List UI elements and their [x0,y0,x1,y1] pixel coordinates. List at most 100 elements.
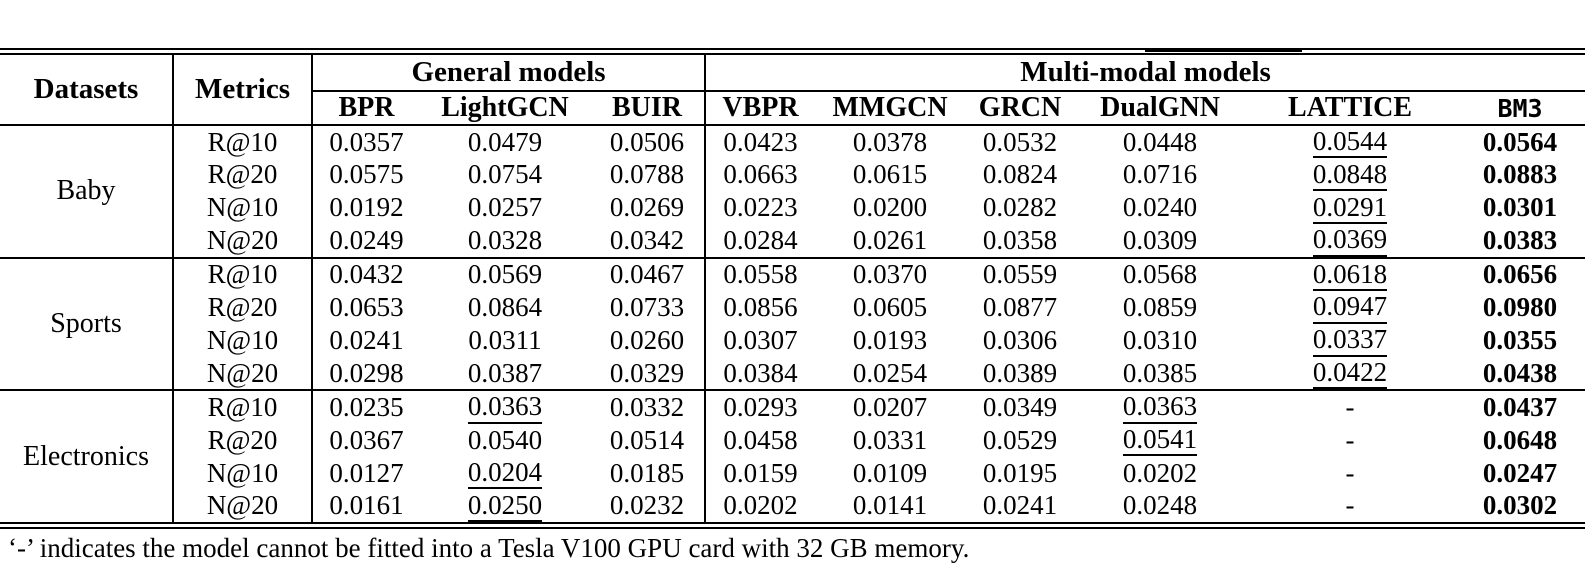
value: 0.0514 [609,424,685,455]
value-cell: 0.0248 [1075,490,1245,523]
value-cell: 0.0200 [815,191,965,224]
value: 0.0389 [982,357,1058,388]
value-cell: 0.0532 [965,125,1075,158]
value: 0.0342 [609,225,685,256]
value-cell: 0.0432 [312,258,420,291]
value-cell: 0.0558 [705,258,815,291]
second-best-value: 0.0337 [1312,325,1388,357]
second-best-value: 0.0544 [1312,127,1388,159]
value: 0.0653 [329,292,404,323]
value-cell: 0.0355 [1455,324,1585,357]
value-cell: 0.0653 [312,291,420,324]
model-header-buir: BUIR [590,91,707,126]
value: 0.0235 [329,392,404,423]
model-header-lightgcn: LightGCN [420,91,590,126]
value-cell: 0.0247 [1455,457,1585,490]
value-cell: 0.0249 [312,224,420,257]
value-cell: 0.0284 [705,224,815,257]
value-cell: 0.0349 [965,390,1075,423]
table-row: N@10 0.0241 0.0311 0.0260 0.0307 0.0193 0.0306… [0,324,1585,358]
value-cell: 0.0423 [705,125,815,158]
value: 0.0254 [852,357,928,388]
value-cell: 0.0568 [1075,258,1245,291]
value: 0.0311 [468,325,542,356]
best-value: 0.0383 [1482,225,1558,256]
value-cell: 0.0307 [705,324,815,357]
model-header-lattice: LATTICE [1245,91,1456,126]
value-cell: 0.0389 [965,357,1075,390]
metric-label: R@20 [173,158,313,192]
value: 0.0282 [982,192,1058,223]
value-cell: 0.0358 [965,224,1075,257]
value-cell: 0.0618 [1245,258,1455,292]
value-cell: 0.0269 [590,191,707,225]
value-cell: 0.0529 [965,424,1075,457]
value-cell: 0.0458 [705,424,815,457]
best-value: 0.0355 [1482,325,1558,356]
value: 0.0448 [1122,126,1198,157]
value-cell: 0.0541 [1075,424,1245,457]
best-value: 0.0883 [1482,159,1558,190]
value: 0.0859 [1122,292,1198,323]
best-value: 0.0247 [1482,457,1558,488]
value: 0.0458 [723,424,798,455]
metric-label: N@20 [173,489,313,524]
value-cell: 0.0241 [965,490,1075,523]
value: 0.0378 [852,126,928,157]
dataset-label-baby: Baby [0,125,174,258]
value: 0.0569 [467,259,543,290]
second-best-value: 0.0204 [467,458,543,490]
value-cell: 0.0332 [590,390,707,424]
value-cell: 0.0261 [815,224,965,257]
metric-label: N@20 [173,357,313,391]
value-cell: 0.0254 [815,357,965,390]
value: 0.0385 [1122,357,1198,388]
value-cell: 0.0342 [590,224,707,258]
value: 0.0200 [852,192,928,223]
metric-label: N@10 [173,324,313,358]
value: 0.0332 [609,392,685,423]
value-cell: 0.0337 [1245,324,1455,357]
value: 0.0605 [852,292,928,323]
second-best-value: 0.0250 [467,490,543,523]
value: 0.0202 [1122,457,1198,488]
value-cell: 0.0947 [1245,291,1455,324]
second-best-value: 0.0369 [1312,225,1388,257]
value: 0.0306 [982,325,1058,356]
table-row: Baby R@10 0.0357 0.0479 0.0506 0.0423 0.0378 0.… [0,125,1585,258]
value-cell: 0.0301 [1455,191,1585,224]
metric-label: N@10 [173,191,313,225]
group-header-row: Datasets Metrics General models Multi-mo… [0,54,1585,126]
value: 0.0161 [329,490,404,521]
value-cell: 0.0302 [1455,490,1585,523]
value-cell: 0.0310 [1075,324,1245,357]
value: 0.0298 [329,357,404,388]
value: 0.0329 [609,357,685,388]
value: 0.0159 [723,457,798,488]
value-cell: 0.0383 [1455,224,1585,257]
value: 0.0432 [329,259,404,290]
value-cell: 0.0656 [1455,258,1585,291]
value-cell: 0.0438 [1455,357,1585,390]
value: 0.0716 [1122,159,1198,190]
value-cell: 0.0544 [1245,125,1455,159]
table-row: N@10 0.0192 0.0257 0.0269 0.0223 0.0200 0.0282… [0,191,1585,225]
value-cell: 0.0859 [1075,291,1245,324]
value-cell: 0.0127 [312,457,420,490]
value: 0.0479 [467,126,543,157]
best-value: 0.0564 [1482,126,1558,157]
value: 0.0293 [723,392,798,423]
metric-label: N@20 [173,224,313,258]
value: 0.0109 [852,457,928,488]
value-cell: - [1245,424,1455,457]
table-row: N@20 0.0249 0.0328 0.0342 0.0284 0.0261 0.0358… [0,224,1585,258]
table-row: N@20 0.0298 0.0387 0.0329 0.0384 0.0254 0.0389… [0,357,1585,391]
value-cell: 0.0385 [1075,357,1245,390]
value-cell: 0.0291 [1245,191,1455,225]
value-cell: 0.0370 [815,258,965,291]
value-cell: 0.0357 [312,125,420,158]
value-cell: 0.0192 [312,191,420,224]
value-cell: 0.0883 [1455,158,1585,191]
value-cell: 0.0467 [590,257,707,292]
metrics-column-header: Metrics [173,54,313,126]
